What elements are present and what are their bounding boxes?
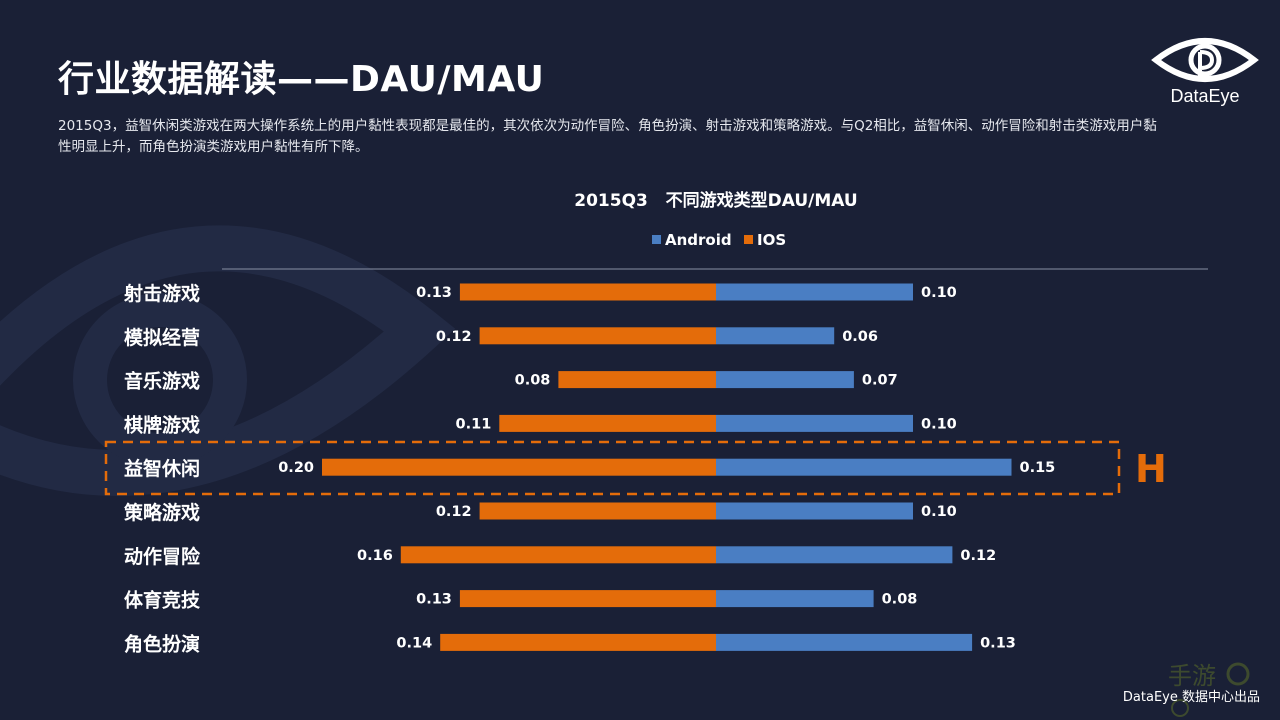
data-label-android: 0.13 [980,635,1016,651]
slide-description: 2015Q3，益智休闲类游戏在两大操作系统上的用户黏性表现都是最佳的，其次依次为… [58,118,1157,155]
data-label-ios: 0.13 [416,285,452,301]
highlight-box [104,440,1121,496]
slide-title: 行业数据解读——DAU/MAU [58,59,545,100]
data-label-android: 0.10 [921,504,957,520]
category-label: 角色扮演 [124,632,200,655]
bar-ios [558,371,716,389]
legend: Android IOS [652,231,786,249]
svg-text:手游: 手游 [1168,662,1216,690]
data-label-android: 0.07 [862,373,898,389]
bar-android [716,371,854,389]
data-label-ios: 0.08 [515,373,551,389]
data-label-ios: 0.16 [357,548,393,564]
bar-android [716,283,913,301]
bar-android [716,414,913,432]
data-label-android: 0.06 [842,329,878,345]
data-label-android: 0.10 [921,285,957,301]
category-label: 音乐游戏 [124,370,200,393]
legend-swatch-android [652,235,661,244]
data-label-android: 0.15 [1020,460,1056,476]
bar-ios [440,633,716,651]
data-label-ios: 0.20 [278,460,314,476]
bar-ios [479,327,716,345]
data-label-android: 0.10 [921,416,957,432]
category-label: 射击游戏 [123,282,200,305]
dataeye-logo-icon [1151,38,1259,82]
bar-ios [459,283,716,301]
bar-ios [459,590,716,608]
category-label: 体育竞技 [124,589,201,612]
legend-label-android: Android [665,231,732,249]
data-label-ios: 0.12 [436,504,472,520]
legend-label-ios: IOS [757,231,786,249]
bar-ios [479,502,716,520]
bar-ios [400,546,716,564]
data-label-ios: 0.12 [436,329,472,345]
bar-android [716,458,1012,476]
highlight-marker: H [1135,447,1167,491]
logo-text: DataEye [1170,86,1240,106]
data-label-ios: 0.13 [416,592,452,608]
legend-swatch-ios [744,235,753,244]
category-label: 动作冒险 [124,545,201,568]
bar-android [716,546,953,564]
data-label-ios: 0.11 [456,416,492,432]
category-label: 策略游戏 [124,501,200,524]
bar-ios [322,458,716,476]
data-label-ios: 0.14 [396,635,432,651]
category-label: 棋牌游戏 [124,413,200,436]
bar-android [716,590,874,608]
bar-ios [499,414,716,432]
data-label-android: 0.12 [960,548,996,564]
shouyou-watermark-icon: 手游 [1168,662,1250,717]
bars-group: 射击游戏 0.13 0.10 模拟经营 0.12 0.06 音乐游戏 0.08 0.07 棋牌游戏… [123,282,1055,655]
chart-title: 2015Q3 不同游戏类型DAU/MAU [574,190,857,211]
category-label: 模拟经营 [124,326,200,349]
bar-android [716,633,973,651]
bar-android [716,327,835,345]
data-label-android: 0.08 [882,592,918,608]
category-label: 益智休闲 [124,457,200,480]
footer-credit: DataEye 数据中心出品 [1122,690,1260,705]
bar-android [716,502,913,520]
